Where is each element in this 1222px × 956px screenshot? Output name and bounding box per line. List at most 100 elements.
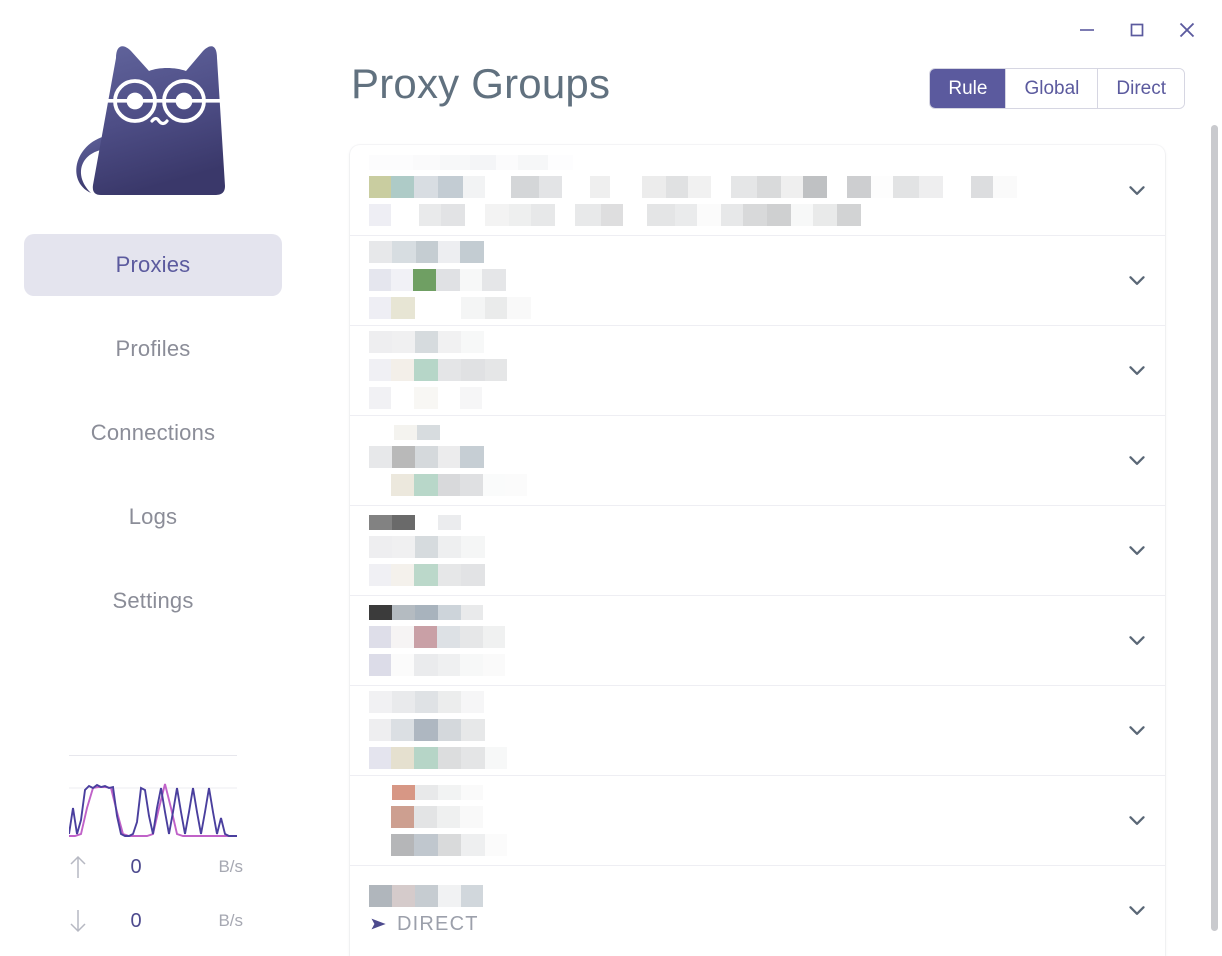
chevron-down-icon[interactable] [1109,537,1165,563]
redacted-block [485,297,507,319]
redacted-block [369,424,394,440]
mode-button-global[interactable]: Global [1006,69,1099,108]
redacted-block [482,269,506,291]
proxy-group-row[interactable] [350,505,1165,595]
window-controls [1064,10,1210,50]
minimize-button[interactable] [1064,10,1110,50]
redacted-block [438,719,461,741]
proxy-group-info [369,241,1109,319]
sidebar-item-proxies[interactable]: Proxies [24,234,282,296]
redacted-block [369,445,392,468]
redacted-block [781,175,803,198]
sidebar-item-label: Profiles [115,336,191,361]
chevron-down-icon[interactable] [1109,897,1165,923]
redacted-block [461,563,485,586]
redacted-block [414,833,438,856]
sidebar-item-logs[interactable]: Logs [24,486,282,548]
redacted-block [369,297,391,319]
traffic-sparkline-chart [69,778,237,840]
redacted-block [460,241,484,263]
redacted-block [496,154,518,170]
scrollbar-thumb[interactable] [1211,125,1218,931]
proxy-group-row[interactable] [350,325,1165,415]
proxy-group-row[interactable]: DIRECT [350,865,1165,955]
sidebar: Proxies Profiles Connections Logs Settin… [0,0,306,956]
mode-button-rule[interactable]: Rule [930,69,1007,108]
redacted-block [369,387,391,409]
minimize-icon [1075,18,1099,42]
redacted-block [394,424,417,440]
chevron-down-icon[interactable] [1109,177,1165,203]
app-logo [38,18,268,218]
redacted-block [369,175,391,198]
redacted-block [803,175,827,198]
chevron-down-icon[interactable] [1109,357,1165,383]
cat-logo-icon [53,23,253,213]
redacted-block [509,203,531,226]
divider [69,755,237,756]
proxy-group-row[interactable] [350,775,1165,865]
proxy-group-row[interactable] [350,415,1165,505]
redacted-text-line [369,653,1109,676]
redacted-block [647,203,675,226]
upload-series-line [69,783,237,837]
redacted-block [548,154,573,170]
sidebar-nav: Proxies Profiles Connections Logs Settin… [24,234,282,654]
redacted-text-line [369,387,1109,409]
proxy-group-info [369,514,1109,586]
redacted-block [461,331,484,353]
redacted-block [415,691,438,713]
chevron-down-icon[interactable] [1109,447,1165,473]
redacted-block [392,514,415,530]
redacted-block [414,805,437,828]
redacted-text-line [369,297,1109,319]
arrow-down-icon [63,907,93,935]
sidebar-item-settings[interactable]: Settings [24,570,282,632]
proxy-group-row[interactable] [350,235,1165,325]
redacted-block [369,884,392,907]
redacted-block [369,625,391,648]
proxy-group-row[interactable] [350,595,1165,685]
redacted-block [485,359,507,381]
redacted-block [438,473,460,496]
chevron-down-icon[interactable] [1109,717,1165,743]
redacted-text-line [369,604,1109,620]
proxy-group-info [369,331,1109,409]
download-traffic-row: 0 B/s [63,894,243,948]
proxy-group-row[interactable] [350,685,1165,775]
maximize-button[interactable] [1114,10,1160,50]
maximize-icon [1125,18,1149,42]
redacted-block [392,535,415,558]
redacted-block [461,691,484,713]
send-arrow-icon [369,914,389,934]
sidebar-item-connections[interactable]: Connections [24,402,282,464]
upload-speed-unit: B/s [218,857,243,876]
chevron-down-icon[interactable] [1109,267,1165,293]
chevron-down-icon[interactable] [1109,807,1165,833]
chevron-down-icon[interactable] [1109,627,1165,653]
redacted-block [392,691,415,713]
redacted-block [871,175,893,198]
scrollbar[interactable] [1210,120,1218,940]
redacted-block [369,719,391,741]
redacted-block [461,535,485,558]
proxy-group-info [369,154,1109,226]
redacted-block [601,203,623,226]
redacted-block [465,203,485,226]
redacted-block [391,203,419,226]
redacted-block [438,241,460,263]
redacted-block [438,747,461,769]
mode-button-direct[interactable]: Direct [1098,69,1184,108]
redacted-block [743,203,767,226]
redacted-block [369,269,391,291]
redacted-text-line [369,359,1109,381]
redacted-block [414,175,438,198]
proxy-groups-card: DIRECT [350,145,1165,956]
close-button[interactable] [1164,10,1210,50]
proxy-group-row[interactable] [350,145,1165,235]
redacted-block [414,359,438,381]
redacted-block [369,691,392,713]
sidebar-item-profiles[interactable]: Profiles [24,318,282,380]
redacted-block [369,473,391,496]
